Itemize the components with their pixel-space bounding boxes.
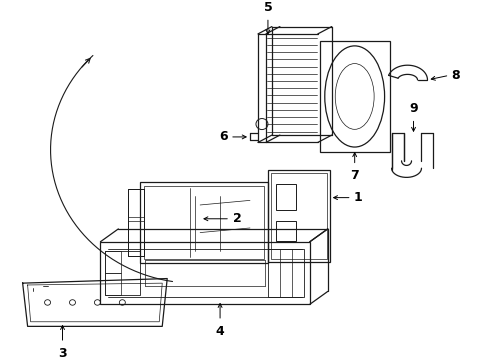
Bar (268, 170, 330, 262)
Text: 3: 3 (58, 347, 67, 360)
Bar (268, 249, 304, 297)
Text: 9: 9 (409, 102, 418, 115)
Bar (140, 182, 268, 263)
Text: 8: 8 (451, 69, 460, 82)
Text: 5: 5 (264, 1, 272, 14)
Bar (105, 273, 122, 295)
Bar (128, 189, 144, 217)
Bar (128, 189, 144, 256)
Bar (105, 251, 140, 295)
Bar (320, 41, 390, 152)
Bar (105, 251, 122, 273)
Bar (271, 173, 327, 259)
Bar (128, 221, 144, 256)
Text: 6: 6 (220, 130, 228, 143)
Bar (144, 186, 264, 259)
Text: 4: 4 (216, 324, 224, 338)
Text: 2: 2 (233, 212, 242, 225)
Text: 1: 1 (354, 191, 363, 204)
Text: 7: 7 (350, 169, 359, 182)
Bar (100, 242, 310, 304)
Bar (276, 184, 296, 210)
Bar (276, 221, 296, 241)
